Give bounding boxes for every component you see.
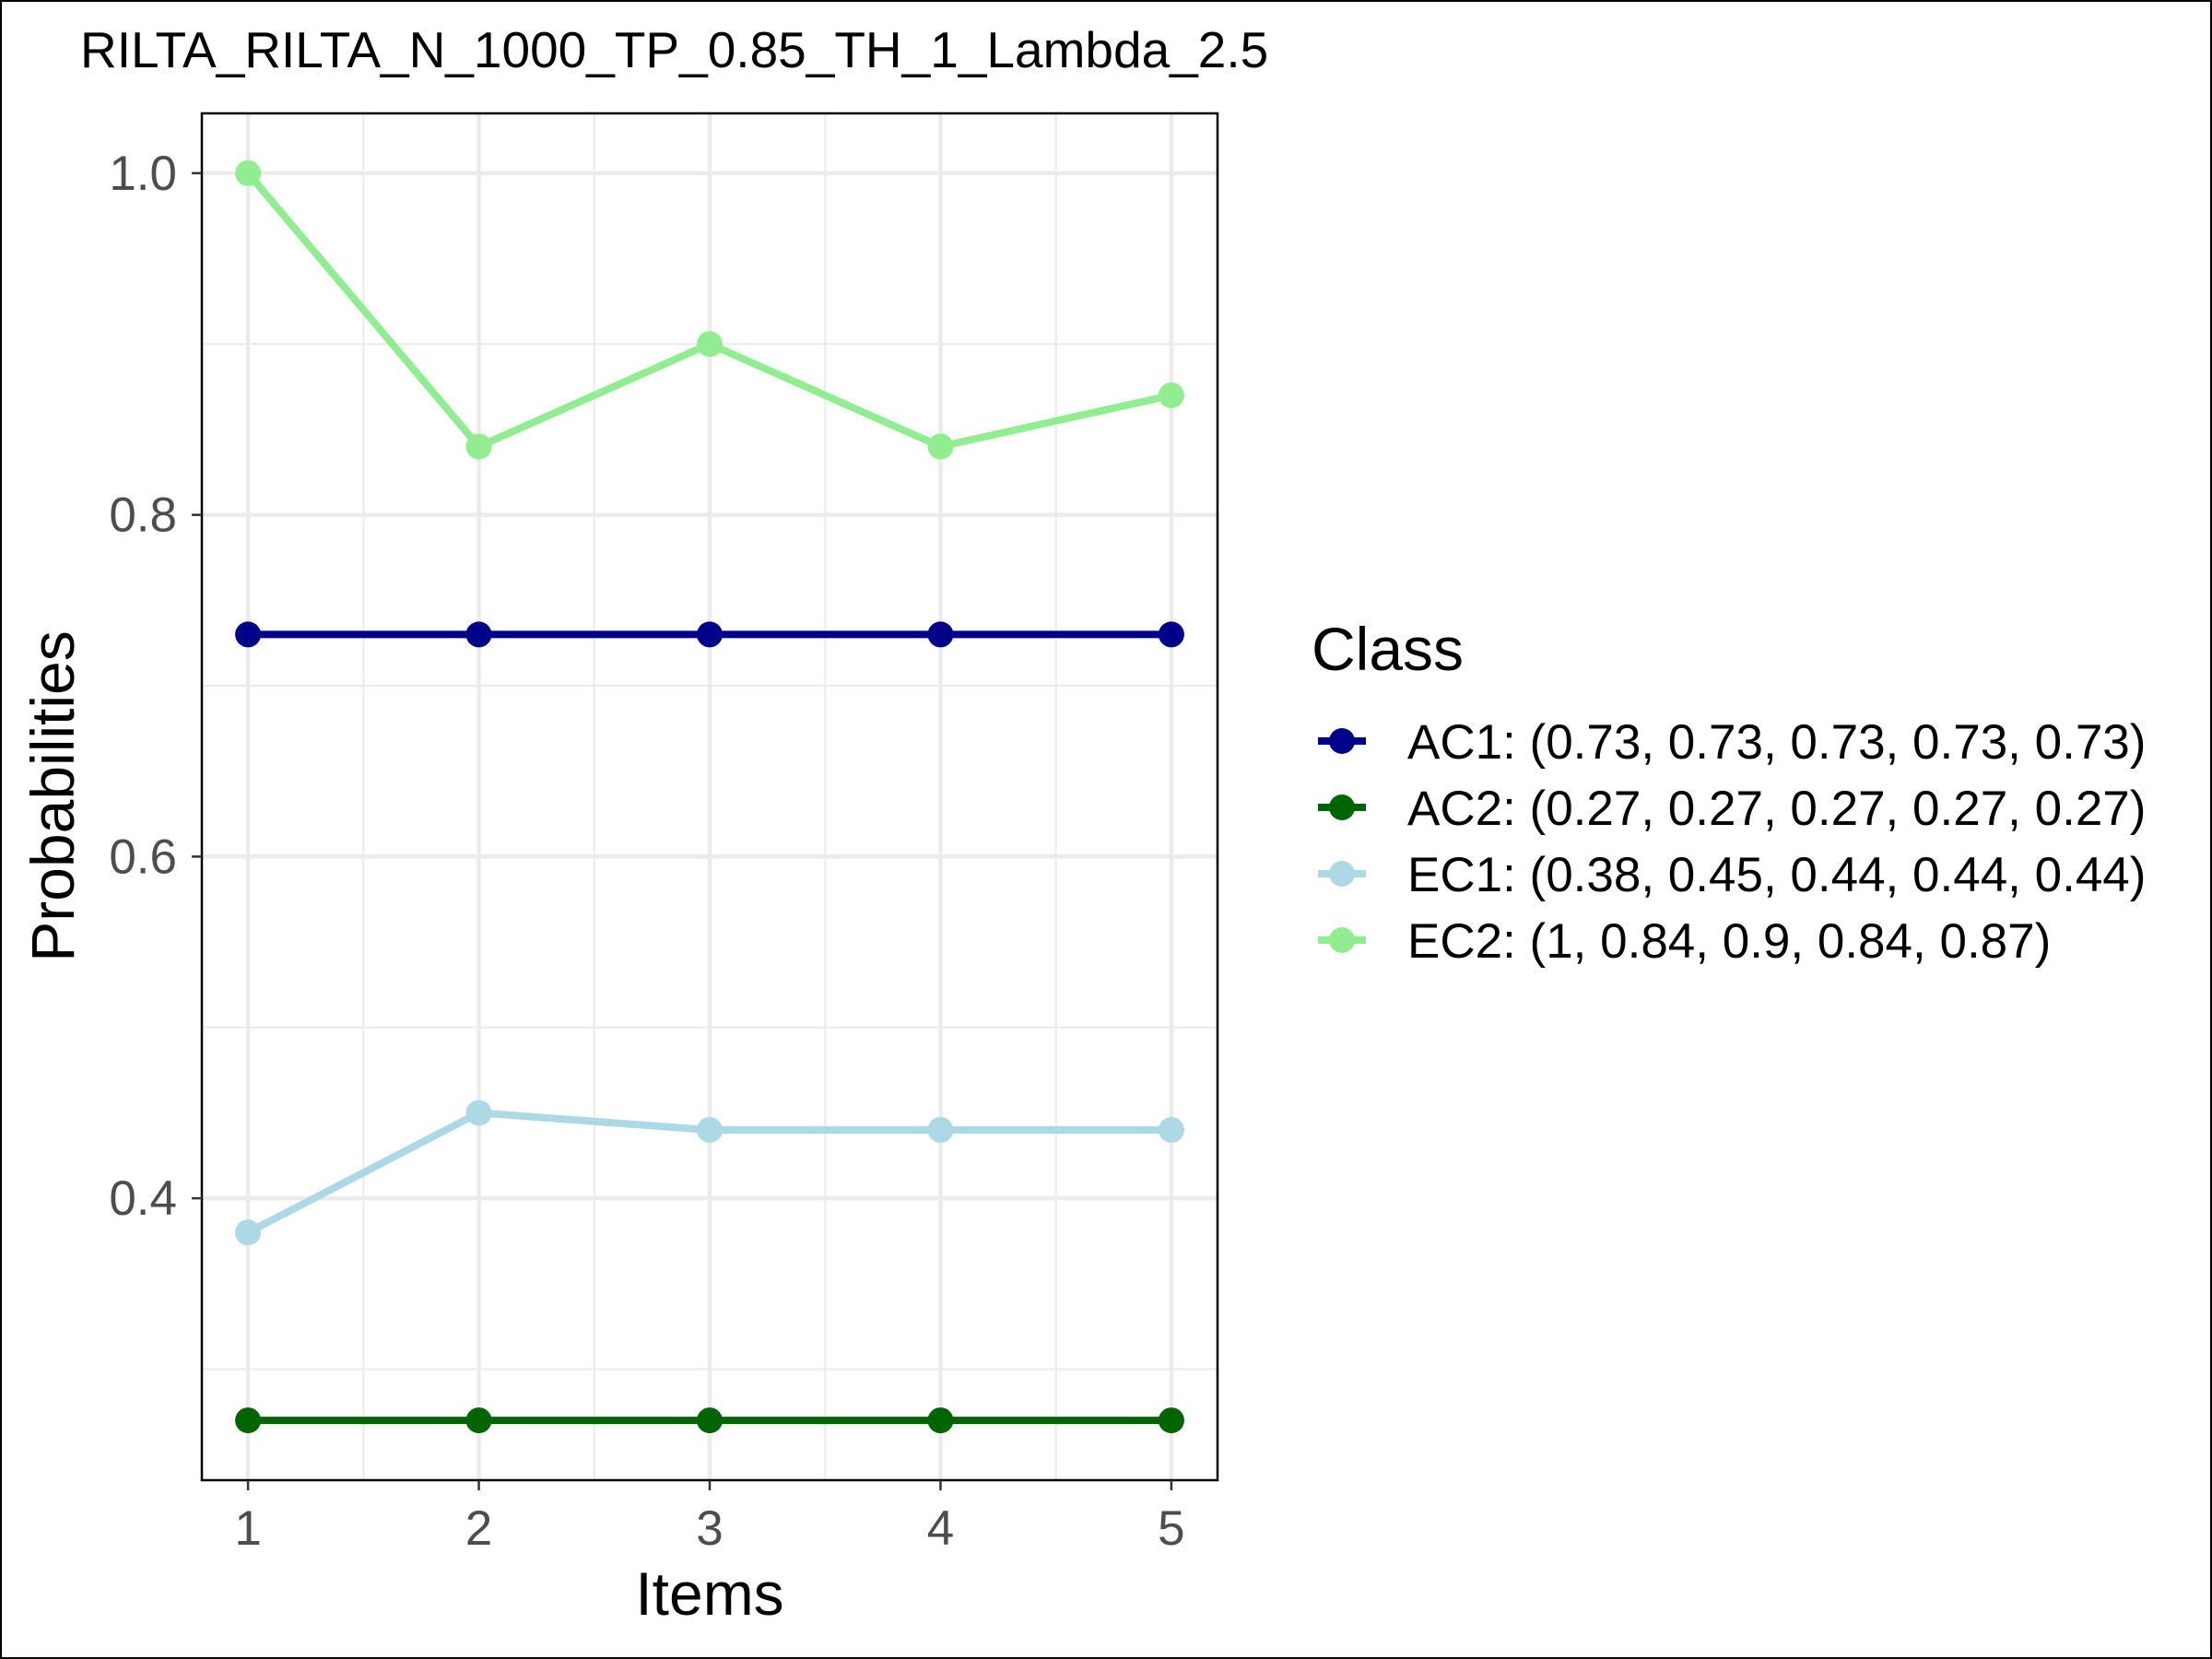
data-point-ec2 — [927, 433, 954, 460]
y-tick-label: 0.4 — [109, 1171, 177, 1226]
legend-key-point-ac2 — [1329, 794, 1355, 820]
legend-key-point-ec1 — [1329, 861, 1355, 887]
data-point-ec1 — [1158, 1116, 1184, 1143]
y-axis-title: Probabilities — [18, 630, 87, 962]
data-point-ec2 — [235, 159, 262, 186]
y-tick-label: 1.0 — [109, 147, 177, 201]
x-tick-label: 2 — [465, 1501, 492, 1556]
data-point-ac2 — [1158, 1407, 1184, 1434]
data-point-ac2 — [697, 1407, 723, 1434]
data-point-ac2 — [465, 1407, 492, 1434]
x-tick-label: 3 — [696, 1501, 723, 1556]
x-tick-label: 1 — [234, 1501, 261, 1556]
x-tick-label: 5 — [1158, 1501, 1184, 1556]
legend-key-point-ac1 — [1329, 728, 1355, 754]
y-axis-ticks: 0.4 0.6 0.8 1.0 — [109, 147, 202, 1226]
data-point-ac1 — [465, 621, 492, 648]
legend-title: Class — [1312, 615, 1464, 683]
x-tick-label: 4 — [927, 1501, 954, 1556]
legend-label-ec1: EC1: (0.38, 0.45, 0.44, 0.44, 0.44) — [1407, 848, 2146, 902]
legend-label-ec2: EC2: (1, 0.84, 0.9, 0.84, 0.87) — [1407, 914, 2051, 969]
data-point-ac1 — [697, 621, 723, 648]
data-point-ac1 — [235, 621, 262, 648]
data-point-ec2 — [465, 433, 492, 460]
data-point-ec2 — [1158, 382, 1184, 408]
data-point-ac2 — [235, 1407, 262, 1434]
series-layer — [235, 159, 1184, 1434]
legend-label-ac1: AC1: (0.73, 0.73, 0.73, 0.73, 0.73) — [1407, 715, 2146, 770]
data-point-ec1 — [927, 1116, 954, 1143]
data-point-ac2 — [927, 1407, 954, 1434]
data-point-ec1 — [465, 1100, 492, 1126]
data-point-ac1 — [927, 621, 954, 648]
major-gridlines — [202, 113, 1218, 1480]
legend-key-point-ec2 — [1329, 927, 1355, 953]
y-tick-label: 0.8 — [109, 488, 177, 543]
x-axis-title: Items — [635, 1559, 783, 1628]
legend-label-ac2: AC2: (0.27, 0.27, 0.27, 0.27, 0.27) — [1407, 782, 2146, 836]
chart-title: RILTA_RILTA_N_1000_TP_0.85_TH_1_Lambda_2… — [80, 21, 1268, 78]
data-point-ac1 — [1158, 621, 1184, 648]
x-axis-ticks: 1 2 3 4 5 — [234, 1480, 1185, 1556]
data-point-ec1 — [235, 1219, 262, 1246]
data-point-ec1 — [697, 1116, 723, 1143]
y-tick-label: 0.6 — [109, 830, 177, 884]
data-point-ec2 — [697, 331, 723, 358]
legend: Class AC1: (0.73, 0.73, 0.73, 0.73, 0.73… — [1312, 615, 2146, 969]
legend-items: AC1: (0.73, 0.73, 0.73, 0.73, 0.73) AC2: … — [1318, 715, 2146, 969]
